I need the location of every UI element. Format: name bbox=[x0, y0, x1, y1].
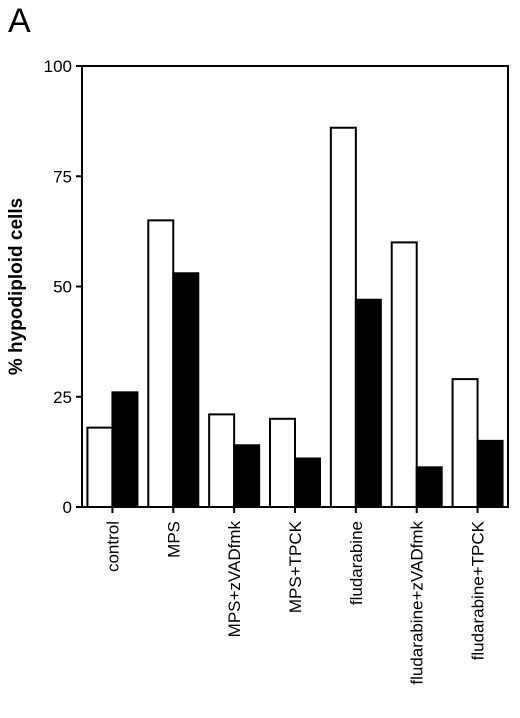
category-label: control bbox=[103, 521, 122, 572]
axes-group bbox=[76, 65, 509, 513]
category-label: MPS+TPCK bbox=[286, 520, 305, 613]
y-tick-label: 50 bbox=[53, 278, 72, 297]
category-label: MPS+zVADfmk bbox=[225, 521, 244, 638]
bar-MPS+zVADfmk-series-1 bbox=[208, 413, 236, 509]
labels-group: control MPS MPS+zVADfmk MPS+TPCK fludarabine… bbox=[6, 57, 488, 685]
category-label: MPS bbox=[164, 521, 183, 558]
bar-fludarabine-series-2 bbox=[354, 298, 382, 509]
bar-MPS+TPCK-series-2 bbox=[294, 457, 321, 508]
y-tick-label: 75 bbox=[53, 167, 72, 186]
bar-control-series-2 bbox=[111, 391, 139, 508]
bar-control-series-1 bbox=[86, 426, 114, 508]
y-tick-label: 25 bbox=[53, 388, 72, 407]
y-tick-label: 100 bbox=[44, 57, 72, 76]
bar-MPS-series-1 bbox=[147, 219, 175, 508]
bar-fludarabine+TPCK-series-2 bbox=[476, 439, 504, 509]
bar-MPS-series-2 bbox=[172, 272, 200, 508]
bar-fludarabine+TPCK-series-1 bbox=[451, 378, 479, 508]
panel-label: A bbox=[8, 2, 31, 40]
bars-group bbox=[86, 126, 504, 509]
bar-MPS+TPCK-series-1 bbox=[269, 417, 296, 508]
category-label: fludarabine bbox=[347, 521, 366, 605]
bar-fludarabine-series-1 bbox=[329, 126, 357, 509]
y-tick-label: 0 bbox=[63, 498, 72, 517]
y-axis-label: % hypodiploid cells bbox=[6, 198, 27, 375]
bar-MPS+zVADfmk-series-2 bbox=[233, 444, 261, 509]
bar-fludarabine+zVADfmk-series-1 bbox=[390, 241, 418, 508]
bar-fludarabine+zVADfmk-series-2 bbox=[415, 466, 443, 508]
category-label: fludarabine+TPCK bbox=[469, 520, 488, 660]
category-label: fludarabine+zVADfmk bbox=[408, 521, 427, 685]
